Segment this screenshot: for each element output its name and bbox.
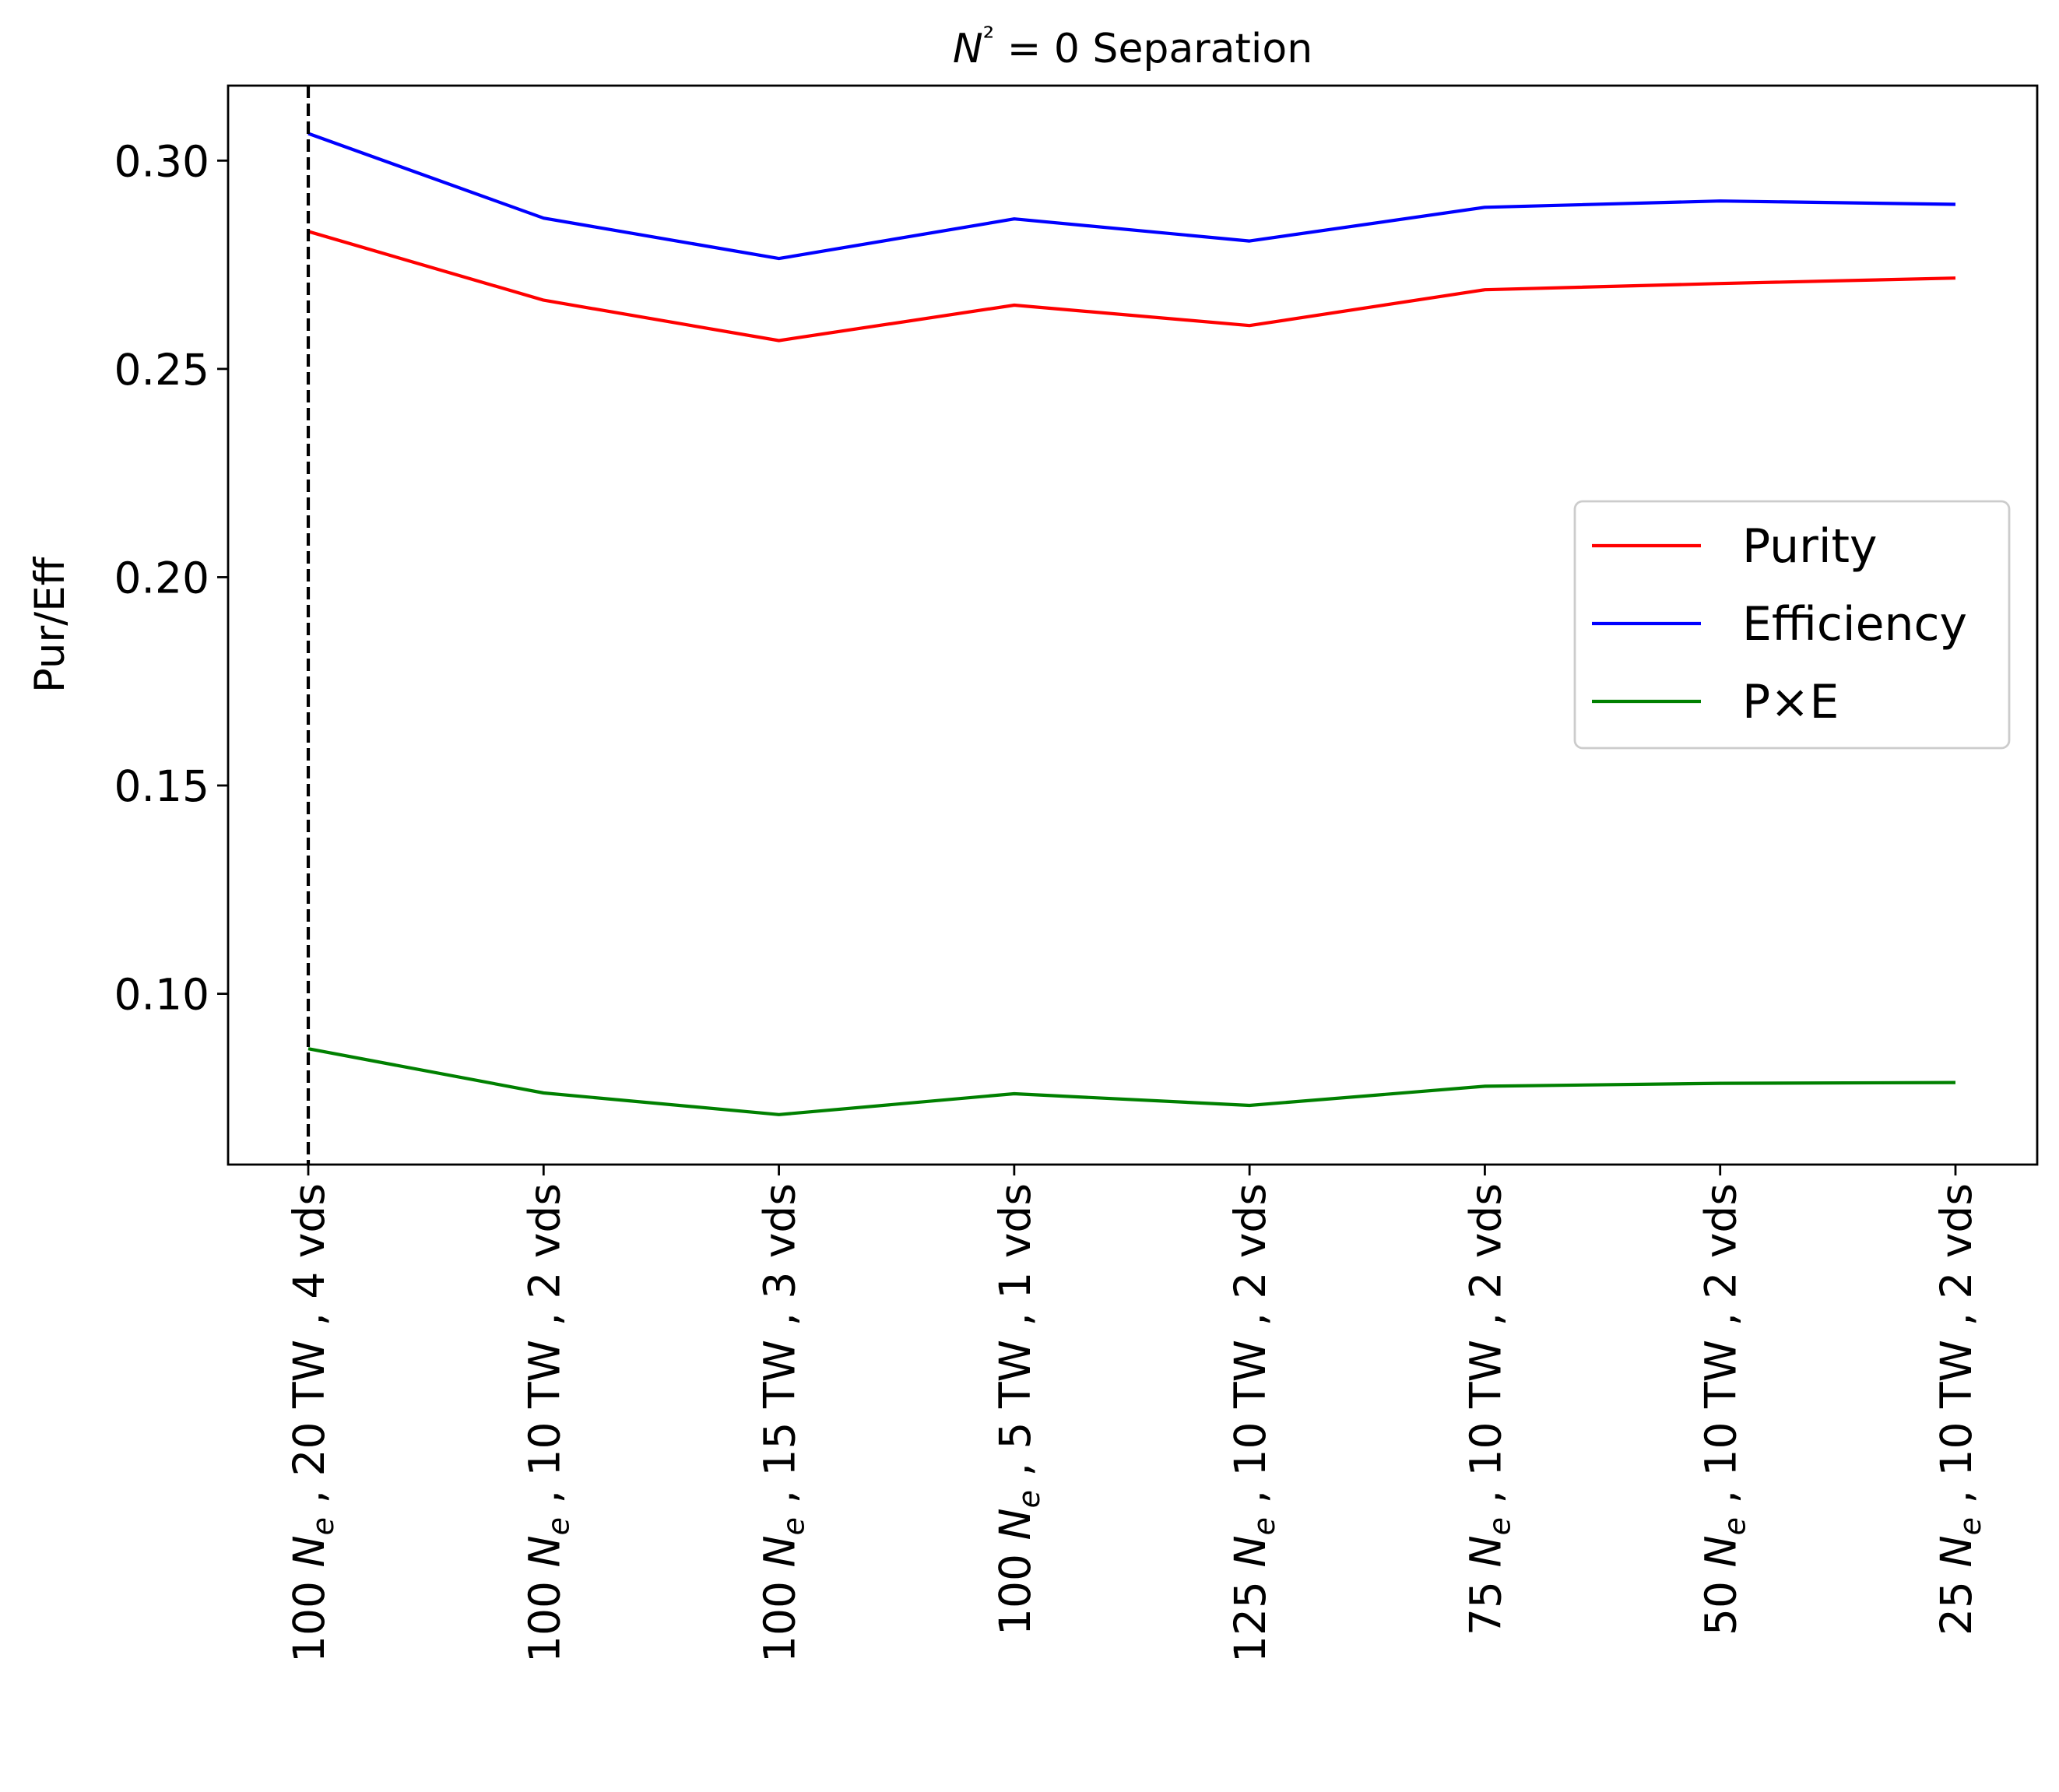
chart-title: N² = 0 Separation (953, 22, 1312, 72)
y-tick-label: 0.20 (114, 553, 209, 603)
data-point (543, 218, 544, 219)
x-tick-label: 100 Ne , 20 TW , 4 vds (284, 1183, 340, 1663)
data-point (1249, 325, 1250, 326)
x-tick-label: 100 Ne , 10 TW , 2 vds (519, 1183, 575, 1663)
y-tick-label: 0.30 (114, 136, 209, 186)
y-tick-label: 0.25 (114, 345, 209, 395)
x-tick-label: 25 Ne , 10 TW , 2 vds (1931, 1183, 1987, 1636)
legend-label: Efficiency (1742, 597, 1967, 652)
legend-label: Purity (1742, 519, 1878, 574)
legend: Purity Efficiency P×E (1573, 500, 2011, 750)
x-tick-label: 50 Ne , 10 TW , 2 vds (1696, 1183, 1752, 1636)
data-point (778, 258, 779, 259)
x-tick-label: 125 Ne , 10 TW , 2 vds (1225, 1183, 1281, 1663)
y-tick-label: 0.15 (114, 761, 209, 811)
plot-area (227, 84, 2039, 1166)
data-point (1955, 1082, 1956, 1083)
data-point (1955, 204, 1956, 205)
series-line-efficiency (307, 132, 1956, 261)
data-point (543, 1092, 544, 1093)
x-axis: 100 Ne , 20 TW , 4 vds 100 Ne , 10 TW , 2… (284, 1165, 1987, 1663)
y-axis: 0.10 0.15 0.20 0.25 0.30 (114, 136, 228, 1020)
x-tick-label: 100 Ne , 5 TW , 1 vds (990, 1183, 1046, 1636)
data-point (778, 340, 779, 341)
legend-box (1573, 500, 2011, 750)
legend-label: P×E (1742, 675, 1839, 729)
x-tick-label: 75 Ne , 10 TW , 2 vds (1460, 1183, 1516, 1636)
y-axis-label: Pur/Eff (26, 556, 74, 693)
data-point (1249, 1105, 1250, 1106)
series-line-purity (307, 230, 1956, 343)
data-point (778, 1114, 779, 1115)
y-tick-label: 0.10 (114, 970, 209, 1020)
data-point (1955, 278, 1956, 279)
plot-frame (227, 84, 2039, 1166)
x-tick-label: 100 Ne , 15 TW , 3 vds (755, 1183, 811, 1663)
series-line-pe (307, 1047, 1956, 1116)
